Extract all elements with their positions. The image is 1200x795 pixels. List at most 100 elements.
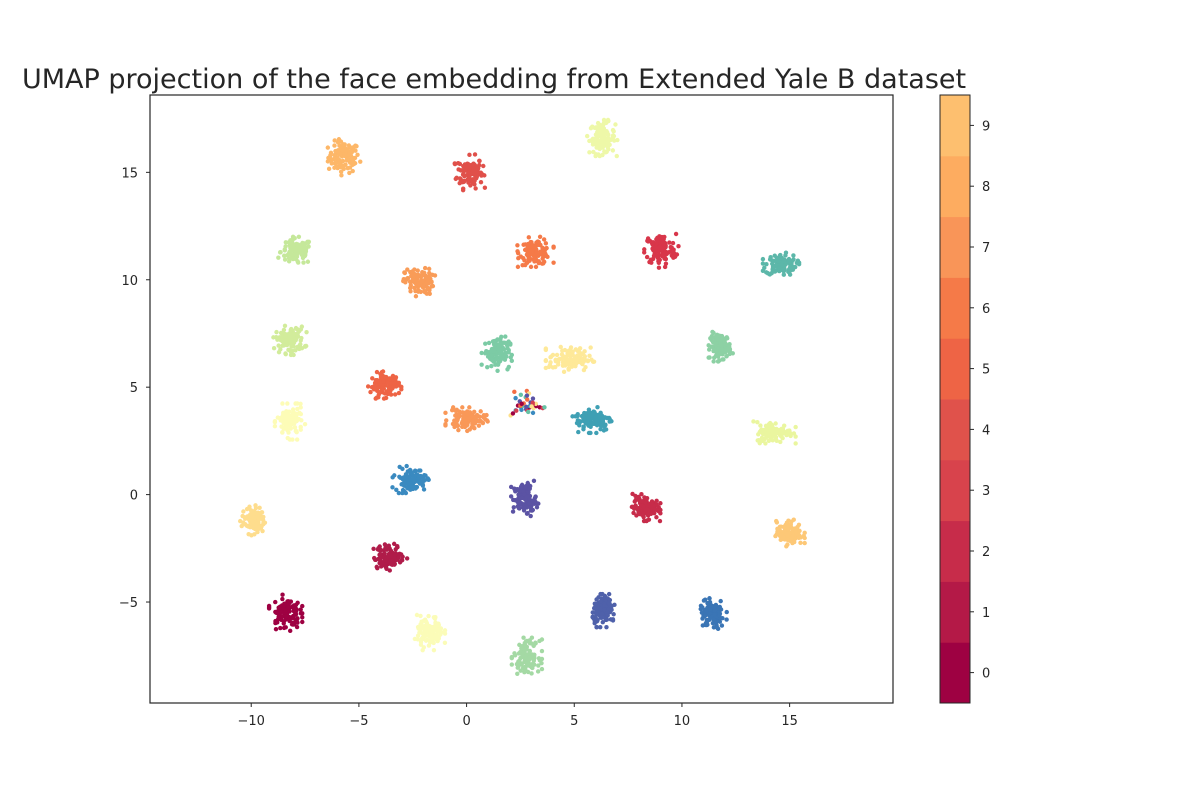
- data-point: [471, 414, 476, 420]
- data-point: [289, 418, 294, 424]
- data-point: [768, 425, 773, 430]
- data-point: [560, 348, 565, 353]
- data-point: [524, 494, 530, 499]
- data-point: [244, 506, 250, 512]
- data-point: [605, 613, 610, 618]
- data-point: [298, 607, 303, 612]
- data-point: [289, 342, 294, 347]
- data-point: [528, 264, 534, 270]
- data-point: [767, 272, 773, 277]
- data-point: [375, 547, 381, 552]
- data-point: [526, 256, 532, 262]
- data-point: [595, 404, 600, 410]
- data-point: [634, 513, 639, 518]
- cluster-8: [271, 323, 309, 358]
- data-point: [413, 288, 418, 294]
- data-point: [598, 599, 603, 604]
- data-point: [443, 410, 448, 416]
- data-point: [293, 401, 298, 406]
- data-point: [431, 647, 437, 653]
- data-point: [266, 606, 272, 611]
- colorbar-tick-label: 9: [982, 119, 990, 134]
- data-point: [610, 148, 616, 153]
- data-point: [396, 380, 402, 386]
- data-point: [603, 150, 608, 155]
- data-point: [381, 379, 386, 384]
- cluster-14: [543, 344, 597, 375]
- data-point: [592, 620, 597, 626]
- data-point: [347, 170, 352, 176]
- data-point: [271, 335, 276, 340]
- data-point: [415, 633, 421, 638]
- data-point: [494, 357, 499, 362]
- data-point: [276, 343, 281, 348]
- data-point: [785, 537, 790, 542]
- data-point: [772, 264, 777, 270]
- data-point: [536, 663, 541, 668]
- data-point: [241, 520, 246, 525]
- data-point: [670, 240, 676, 246]
- data-point: [280, 429, 285, 435]
- cluster-12: [443, 405, 490, 434]
- data-point: [599, 144, 604, 150]
- data-point: [523, 656, 529, 662]
- data-point: [542, 405, 547, 410]
- data-point: [719, 342, 724, 348]
- data-point: [371, 546, 376, 552]
- data-point: [418, 642, 424, 647]
- colorbar-bin: [940, 459, 970, 522]
- data-point: [641, 518, 647, 524]
- data-point: [759, 435, 765, 440]
- data-point: [298, 405, 303, 410]
- data-point: [561, 369, 567, 375]
- data-point: [300, 619, 305, 625]
- data-point: [358, 159, 363, 164]
- data-point: [537, 638, 542, 644]
- data-point: [524, 661, 530, 666]
- data-point: [422, 265, 428, 271]
- data-point: [493, 340, 498, 346]
- data-point: [379, 564, 384, 569]
- data-point: [292, 425, 298, 430]
- data-point: [332, 152, 337, 158]
- data-point: [785, 542, 790, 547]
- data-point: [290, 334, 296, 339]
- data-point: [239, 523, 244, 529]
- data-point: [543, 253, 549, 258]
- data-point: [789, 519, 794, 524]
- data-point: [370, 376, 375, 381]
- data-point: [278, 625, 283, 631]
- data-point: [525, 241, 531, 247]
- data-point: [413, 294, 419, 299]
- data-point: [568, 353, 573, 359]
- data-point: [789, 267, 794, 272]
- data-point: [590, 359, 596, 364]
- data-point: [382, 391, 388, 396]
- data-point: [648, 511, 654, 517]
- data-point: [481, 415, 486, 420]
- data-point: [241, 509, 246, 514]
- data-point: [530, 410, 536, 416]
- data-point: [298, 411, 304, 417]
- data-point: [353, 143, 358, 148]
- data-point: [597, 413, 602, 418]
- data-point: [776, 258, 781, 264]
- data-point: [343, 152, 348, 157]
- data-point: [427, 624, 432, 629]
- data-point: [278, 418, 283, 423]
- data-point: [539, 648, 545, 654]
- data-point: [422, 289, 428, 295]
- data-point: [581, 425, 586, 430]
- data-point: [597, 153, 602, 159]
- data-point: [530, 400, 535, 405]
- data-point: [653, 245, 658, 250]
- data-point: [456, 411, 462, 416]
- data-point: [604, 624, 609, 630]
- data-point: [657, 518, 663, 524]
- data-point: [699, 610, 705, 615]
- data-point: [711, 330, 716, 336]
- data-point: [592, 125, 597, 131]
- data-point: [275, 616, 281, 622]
- data-point: [274, 329, 279, 335]
